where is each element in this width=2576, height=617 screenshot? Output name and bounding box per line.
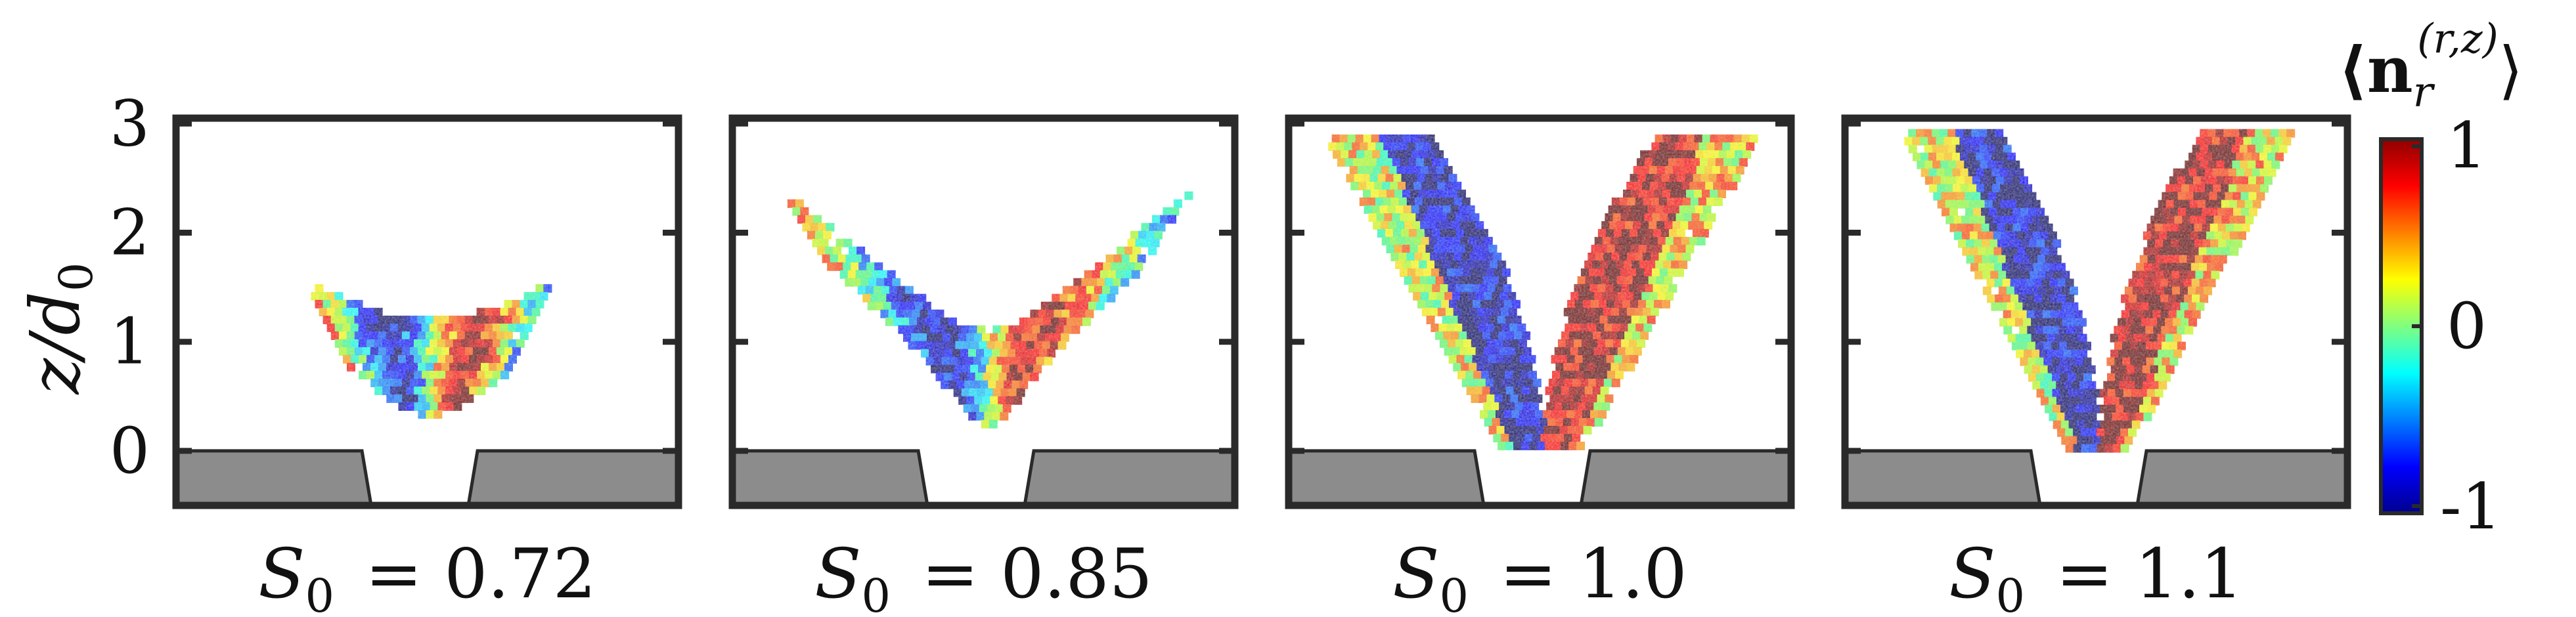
panel-1: S0 = 0.72 <box>172 114 682 617</box>
panel-3: S0 = 1.0 <box>1285 114 1795 617</box>
nozzle-left <box>730 449 930 507</box>
heatmap-field <box>1904 129 2296 453</box>
y-axis-label: z/d0 <box>15 263 103 396</box>
colorbar-title: ⟨nr (r,z)⟩ <box>2338 14 2523 117</box>
nozzle-left <box>174 449 374 507</box>
heatmap-field <box>311 284 552 419</box>
panel-label-main: S <box>1949 534 1995 614</box>
colorbar-tick-label-bottom: -1 <box>2440 470 2502 543</box>
panel-label-sub: 0 <box>1440 569 1469 617</box>
y-tick-label: 2 <box>110 196 150 270</box>
panel-label-main: S <box>814 534 861 614</box>
colorbar-title-sup: (r,z) <box>2417 14 2498 62</box>
panel-frame <box>1841 114 2351 509</box>
nozzle-right <box>1579 449 1793 507</box>
y-tick-label: 3 <box>110 87 150 160</box>
panel-frame <box>172 114 682 509</box>
panel-label: S0 = 0.85 <box>814 534 1153 617</box>
panel-label-sub: 0 <box>861 569 891 617</box>
colorbar-title-open: ⟨n <box>2338 33 2413 107</box>
svg-text:z/d0: z/d0 <box>15 263 103 396</box>
colorbar: 1 0 -1 ⟨nr (r,z)⟩ <box>2338 14 2523 543</box>
colorbar-tick-label-mid: 0 <box>2447 289 2487 363</box>
panel-label-main: S <box>258 534 305 614</box>
nozzle-left <box>1287 449 1486 507</box>
panel-frame <box>1285 114 1795 509</box>
y-axis-label-sub: 0 <box>49 263 103 292</box>
panel-label: S0 = 1.1 <box>1949 534 2243 617</box>
nozzle-right <box>2135 449 2349 507</box>
panel-label-main: S <box>1392 534 1439 614</box>
panel-2: S0 = 0.85 <box>728 114 1239 617</box>
heatmap-field <box>787 191 1193 429</box>
panel-label-sub: 0 <box>305 569 334 617</box>
panel-frame <box>728 114 1239 509</box>
y-tick-label: 0 <box>110 414 150 488</box>
nozzle-left <box>1843 449 2043 507</box>
panel-label-value: = 0.72 <box>344 534 596 614</box>
panel-label-sub: 0 <box>1996 569 2026 617</box>
heatmap-field <box>1328 134 1758 450</box>
colorbar-tick-label-top: 1 <box>2447 109 2487 182</box>
panel-label: S0 = 0.72 <box>258 534 596 617</box>
panel-label: S0 = 1.0 <box>1392 534 1687 617</box>
y-tick-labels: 0 1 2 3 <box>110 87 150 488</box>
panel-label-value: = 1.0 <box>1478 534 1687 614</box>
panel-label-value: = 0.85 <box>900 534 1153 614</box>
nozzle-right <box>1023 449 1237 507</box>
colorbar-title-sub: r <box>2413 68 2435 117</box>
y-axis-label-main: z/d <box>15 291 95 395</box>
nozzle-right <box>466 449 680 507</box>
y-tick-label: 1 <box>110 305 150 379</box>
panels: S0 = 0.72 S0 = 0.85 S0 = 1.0 S0 = 1.1 <box>172 114 2351 617</box>
colorbar-title-close: ⟩ <box>2498 33 2523 107</box>
panel-label-value: = 1.1 <box>2034 534 2244 614</box>
panel-4: S0 = 1.1 <box>1841 114 2351 617</box>
